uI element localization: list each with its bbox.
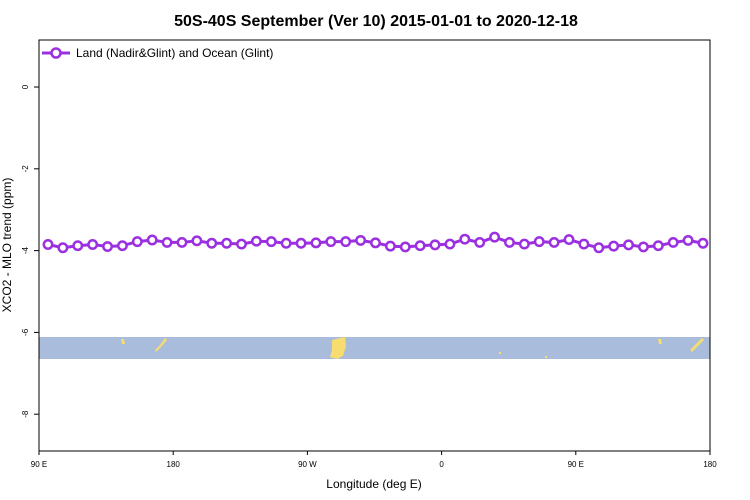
data-point — [161, 236, 173, 248]
data-point — [131, 236, 143, 248]
series-layer — [42, 231, 709, 254]
data-point — [474, 236, 486, 248]
data-point — [42, 239, 54, 250]
x-tick-label: 180 — [703, 460, 717, 469]
data-point — [146, 234, 158, 246]
land-patch-islands-1 — [121, 339, 125, 344]
data-point — [310, 237, 322, 249]
y-tick-label: -2 — [21, 165, 30, 173]
x-axis: 90 E 180 90 W 0 90 E 180 — [31, 451, 717, 469]
data-point — [191, 235, 203, 247]
land-patch-south-america — [330, 337, 346, 359]
data-point — [221, 237, 233, 249]
data-point — [638, 241, 649, 253]
data-point — [682, 234, 694, 246]
data-point — [578, 238, 590, 250]
y-axis: 0 -2 -4 -6 -8 — [21, 84, 39, 418]
data-point — [355, 234, 367, 246]
data-point — [667, 236, 679, 248]
data-point — [206, 237, 218, 249]
data-point — [459, 233, 471, 245]
data-point — [102, 241, 113, 252]
data-point — [697, 237, 709, 249]
x-tick-label: 90 W — [298, 460, 317, 469]
map-band — [39, 337, 710, 359]
land-patch-dot-2 — [499, 352, 501, 354]
data-point — [518, 238, 530, 250]
data-point — [623, 239, 635, 251]
data-point — [236, 238, 247, 250]
data-point — [593, 242, 605, 254]
data-point — [72, 240, 84, 252]
data-point — [265, 236, 277, 248]
data-point — [116, 240, 128, 252]
y-tick-label: 0 — [21, 84, 30, 89]
data-point — [325, 236, 337, 248]
data-point — [87, 239, 99, 250]
x-tick-label: 0 — [439, 460, 444, 469]
land-patch-islands-2 — [658, 339, 662, 344]
x-axis-label: Longitude (deg E) — [326, 477, 421, 491]
x-tick-label: 90 E — [31, 460, 47, 469]
data-point — [504, 236, 515, 248]
y-tick-label: -8 — [21, 410, 30, 418]
land-patch-dot-1 — [545, 356, 547, 358]
data-point — [399, 241, 411, 253]
data-point — [384, 240, 396, 252]
data-point — [429, 239, 441, 251]
x-tick-label: 90 E — [568, 460, 584, 469]
data-point — [340, 236, 352, 248]
data-point — [533, 236, 545, 248]
legend: Land (Nadir&Glint) and Ocean (Glint) — [42, 46, 273, 60]
y-axis-label: XCO2 - MLO trend (ppm) — [0, 178, 14, 313]
chart-title: 50S-40S September (Ver 10) 2015-01-01 to… — [174, 13, 578, 30]
x-tick-label: 180 — [167, 460, 181, 469]
plot-frame — [38, 39, 711, 452]
land-patch-new-zealand-2 — [690, 338, 704, 352]
data-point — [370, 237, 381, 249]
y-tick-label: -4 — [21, 247, 30, 255]
legend-label: Land (Nadir&Glint) and Ocean (Glint) — [76, 46, 273, 60]
map-land-patches — [121, 337, 704, 359]
data-point — [489, 231, 501, 243]
data-point — [563, 234, 575, 246]
data-point — [444, 238, 456, 250]
y-tick-label: -6 — [21, 328, 30, 336]
data-point — [280, 237, 292, 249]
data-point — [548, 236, 560, 248]
map-ocean-band — [39, 337, 710, 359]
data-point — [250, 235, 262, 247]
data-point — [652, 240, 664, 252]
data-point — [176, 236, 188, 248]
data-point — [57, 242, 69, 254]
data-point — [295, 237, 307, 249]
land-patch-new-zealand-1 — [155, 338, 167, 352]
data-point — [414, 240, 426, 252]
data-point — [608, 240, 620, 252]
legend-marker — [50, 47, 62, 59]
